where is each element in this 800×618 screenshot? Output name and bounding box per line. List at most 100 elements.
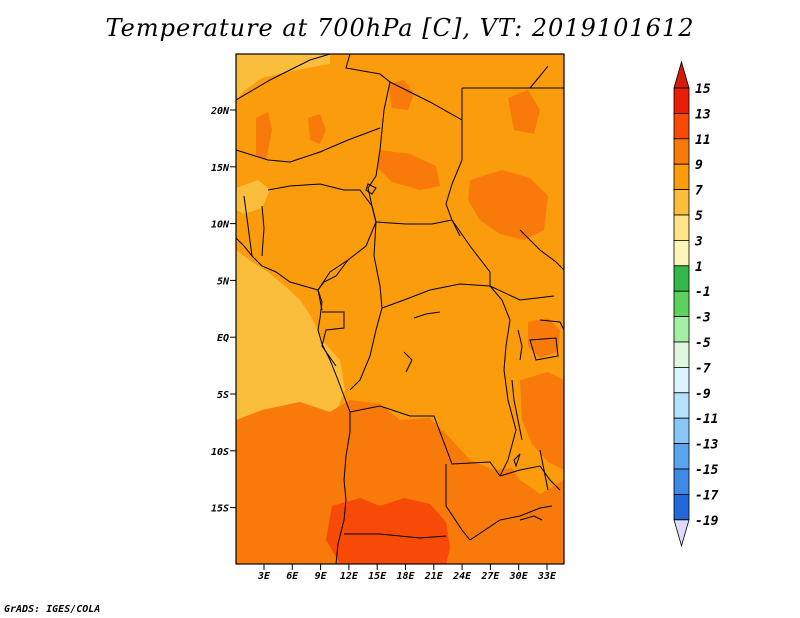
lake-albert — [517, 329, 523, 361]
colorbar-level-label: -7 — [695, 361, 711, 376]
border-gabon-congo — [321, 311, 345, 367]
lon-tick-label: 3E — [257, 571, 271, 582]
colorbar-swatch — [673, 493, 690, 521]
border-zambia-south — [469, 505, 553, 541]
lake-malawi — [539, 449, 549, 491]
colorbar-level-label: 5 — [695, 209, 703, 224]
contour-9-11-chad — [378, 150, 440, 190]
colorbar-under-arrow — [673, 519, 690, 548]
colorbar-swatch — [673, 214, 690, 241]
contour-7-9-west — [236, 250, 345, 440]
red-sea — [529, 65, 549, 89]
colorbar-level-label: 1 — [695, 260, 703, 275]
border-cameroon — [317, 259, 349, 311]
contour-9-11-east — [520, 372, 564, 470]
contour-7-9-sahel — [236, 180, 270, 214]
colorbar-level-label: 9 — [695, 158, 703, 173]
border-niger-north — [375, 81, 391, 177]
border-ghana — [243, 195, 253, 257]
lake-mweru — [513, 453, 521, 468]
border-drc-east — [489, 285, 517, 477]
colorbar-swatch — [673, 341, 690, 368]
river-congo-2 — [403, 351, 413, 373]
contour-9-11-south — [236, 400, 564, 564]
colorbar-level-label: 15 — [695, 82, 711, 97]
border-sudan-south — [451, 219, 555, 301]
contour-9-11-mauritania — [256, 112, 272, 160]
colorbar-swatch — [673, 138, 690, 165]
lon-tick-label: 21E — [424, 571, 444, 582]
lon-tick-label: 6E — [286, 571, 299, 582]
colorbar-level-label: -13 — [695, 438, 719, 453]
colorbar-level-label: -9 — [695, 387, 711, 402]
colorbar-level-label: -11 — [695, 412, 718, 427]
contour-9-11-lakes — [528, 318, 560, 358]
border-congo-drc — [349, 307, 383, 391]
contour-9-11-libya — [388, 80, 414, 110]
border-drc-angola — [349, 405, 501, 477]
contour-7-9-north — [236, 54, 330, 100]
colorbar-swatch — [673, 113, 690, 140]
contour-9-11-mali — [308, 114, 326, 144]
colorbar-swatch — [673, 366, 690, 394]
colorbar-swatch — [673, 87, 690, 114]
colorbar-level-label: 3 — [694, 234, 703, 249]
colorbar-swatch — [673, 417, 690, 445]
colorbar-level-label: -17 — [695, 488, 719, 503]
lake-chad — [365, 183, 377, 195]
lon-tick-label: 27E — [480, 571, 500, 582]
lat-tick-label: 10N — [211, 220, 230, 231]
map-title: Temperature at 700hPa [C], VT: 201910161… — [105, 14, 695, 42]
colorbar-level-label: 7 — [695, 184, 703, 199]
colorbar-level-label: -19 — [695, 514, 719, 529]
border-libya-chad — [389, 81, 463, 121]
colorbar-swatch — [673, 239, 690, 267]
river-congo-1 — [413, 311, 441, 319]
border-nigeria — [267, 183, 377, 291]
colorbar-swatch — [673, 290, 690, 318]
border-angola-zambia — [445, 464, 471, 541]
colorbar-swatch — [673, 316, 690, 343]
colorbar-level-label: -3 — [695, 311, 711, 326]
map-frame — [235, 53, 565, 565]
lake-kariba — [519, 515, 543, 521]
lon-tick-label: 15E — [368, 571, 387, 582]
lake-victoria — [529, 337, 559, 361]
lat-tick-label: 15S — [211, 504, 229, 515]
lake-tanganyika — [511, 379, 523, 441]
colorbar-level-label: -1 — [695, 285, 711, 300]
border-mali-niger — [236, 127, 381, 163]
lat-tick-label: 15N — [211, 163, 230, 174]
lat-tick-label: 20N — [210, 106, 230, 117]
border-algeria-mali — [236, 54, 331, 101]
lon-tick-label: 9E — [315, 571, 328, 582]
colorbar-swatch — [673, 265, 690, 292]
lon-tick-label: 30E — [509, 571, 529, 582]
colorbar-swatch — [673, 443, 690, 470]
grads-credit: GrADS: IGES/COLA — [4, 604, 101, 615]
colorbar-swatch — [673, 163, 690, 190]
colorbar-over-arrow — [673, 60, 690, 89]
lon-tick-label: 18E — [396, 571, 415, 582]
latitude-axis: 20N 15N 10N 5N EQ 5S 10S 15S — [210, 106, 236, 515]
contour-9-11-sudan — [468, 170, 548, 240]
border-car-south — [373, 221, 491, 309]
lon-tick-label: 33E — [537, 571, 557, 582]
colorbar-level-label: -5 — [695, 336, 711, 351]
lon-tick-label: 24E — [452, 571, 472, 582]
lat-tick-label: EQ — [217, 333, 229, 344]
colorbar-level-label: -15 — [695, 463, 719, 478]
border-uganda-kenya — [539, 319, 564, 331]
longitude-axis: 3E 6E 9E 12E 15E 18E 21E 24E 27E 30E 33E — [257, 564, 557, 582]
colorbar-swatch — [673, 189, 690, 216]
colorbar-swatch — [673, 392, 690, 419]
contour-9-11-egypt — [508, 90, 540, 134]
border-benin-togo — [261, 205, 265, 257]
lat-tick-label: 10S — [211, 447, 229, 458]
temperature-field — [236, 54, 564, 564]
lon-tick-label: 12E — [340, 571, 359, 582]
border-ethiopia — [519, 229, 564, 271]
border-mozambique — [499, 465, 561, 491]
colorbar-swatch — [673, 468, 690, 495]
